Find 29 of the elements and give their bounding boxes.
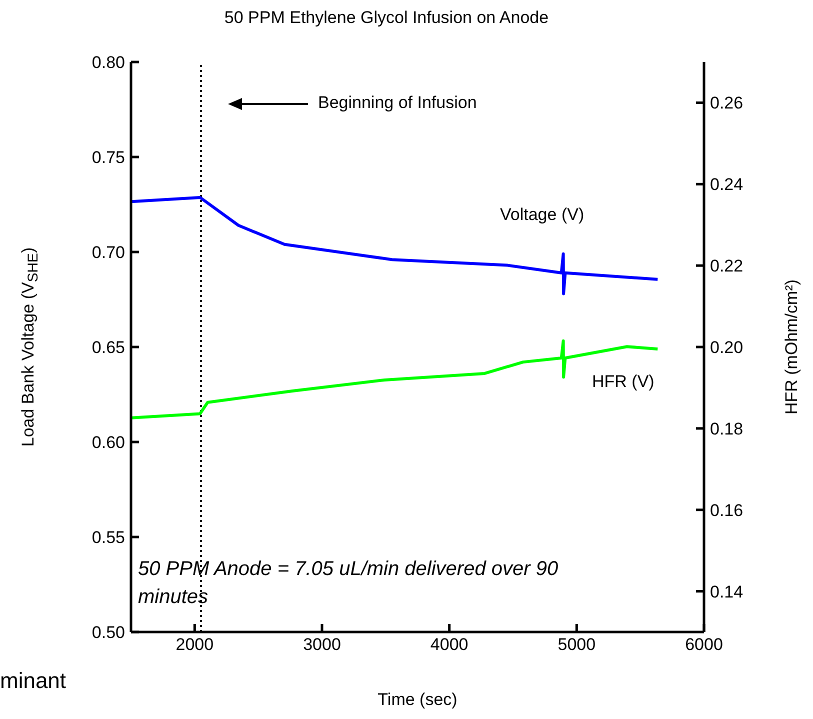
y2-tick-label: 0.18: [710, 419, 744, 438]
y-tick-label: 0.80: [92, 53, 125, 72]
y2-tick-label: 0.24: [710, 175, 744, 194]
y2-tick-label: 0.20: [710, 338, 744, 358]
annotation: 50 PPM Anode = 7.05 uL/min delivered over 90 minutes: [138, 557, 560, 610]
y2-tick-label: 0.26: [710, 94, 744, 113]
line-series: [131, 196, 660, 296]
annotation: Beginning of Infusion: [318, 93, 477, 113]
y-tick-label: 0.70: [92, 243, 125, 262]
x-tick-label: 6000: [685, 635, 723, 654]
text: Voltage (V): [500, 205, 584, 225]
y-tick-label: 0.75: [92, 148, 125, 168]
series-label: HFR (V): [592, 372, 654, 392]
y2-tick-label: 0.14: [710, 582, 744, 602]
chart-title: 50 PPM Ethylene Glycol Infusion on Anode: [223, 8, 550, 28]
y2-tick-label: 0.22: [710, 256, 744, 276]
y-tick-label: 0.60: [92, 433, 125, 452]
x-tick-label: 4000: [430, 635, 468, 654]
x-tick-label: 3000: [303, 635, 341, 654]
y-tick-label: 0.50: [92, 623, 125, 642]
y-tick-label: 0.55: [92, 528, 125, 548]
y-tick-label: 0.65: [92, 338, 125, 358]
line-series: [131, 339, 660, 420]
y2-axis-title: HFR (mOhm/cm²): [782, 279, 802, 415]
x-tick-label: 2000: [176, 635, 214, 654]
x-tick-label: 5000: [558, 635, 596, 654]
y2-tick-label: 0.16: [710, 500, 744, 520]
x-axis-title: Time (sec): [376, 690, 458, 710]
text: minant: [0, 668, 66, 694]
